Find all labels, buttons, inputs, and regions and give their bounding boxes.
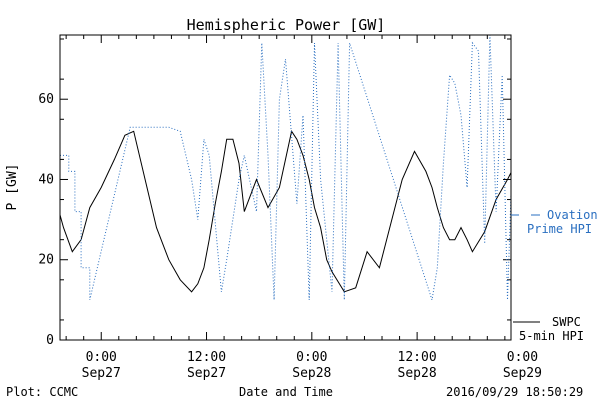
x-tick-date-label: Sep27 xyxy=(187,366,226,381)
y-tick-label: 0 xyxy=(46,333,54,348)
y-axis-label: P [GW] xyxy=(5,164,20,211)
plot-source-annotation: Plot: CCMC xyxy=(6,385,78,399)
ovation-series-line xyxy=(60,35,511,301)
x-tick-time-label: 0:00 xyxy=(507,350,538,365)
x-tick-date-label: Sep27 xyxy=(82,366,121,381)
ovation-legend-label-1: Ovation xyxy=(547,208,598,222)
swpc-legend-label-1: SWPC xyxy=(552,315,581,329)
ovation-legend-label-2: Prime HPI xyxy=(527,222,592,236)
swpc-series-line xyxy=(60,130,511,293)
plot-area xyxy=(60,35,511,301)
x-tick-date-label: Sep28 xyxy=(292,366,331,381)
x-tick-date-label: Sep28 xyxy=(398,366,437,381)
x-axis-ticks: 0:00Sep2712:00Sep270:00Sep2812:00Sep280:… xyxy=(65,35,542,381)
y-axis-ticks: 0 20 40 60 xyxy=(38,38,511,348)
x-axis-label: Date and Time xyxy=(239,385,333,399)
y-tick-label: 40 xyxy=(38,172,54,187)
x-tick-time-label: 0:00 xyxy=(86,350,117,365)
y-tick-label: 60 xyxy=(38,92,54,107)
x-tick-time-label: 0:00 xyxy=(296,350,327,365)
y-tick-label: 20 xyxy=(38,253,54,268)
chart-title: Hemispheric Power [GW] xyxy=(187,16,386,34)
swpc-legend-label-2: 5-min HPI xyxy=(519,329,584,343)
x-tick-date-label: Sep29 xyxy=(503,366,542,381)
plot-frame xyxy=(59,34,512,341)
x-tick-time-label: 12:00 xyxy=(398,350,437,365)
plot-timestamp: 2016/09/29 18:50:29 xyxy=(446,385,583,399)
x-tick-time-label: 12:00 xyxy=(187,350,226,365)
